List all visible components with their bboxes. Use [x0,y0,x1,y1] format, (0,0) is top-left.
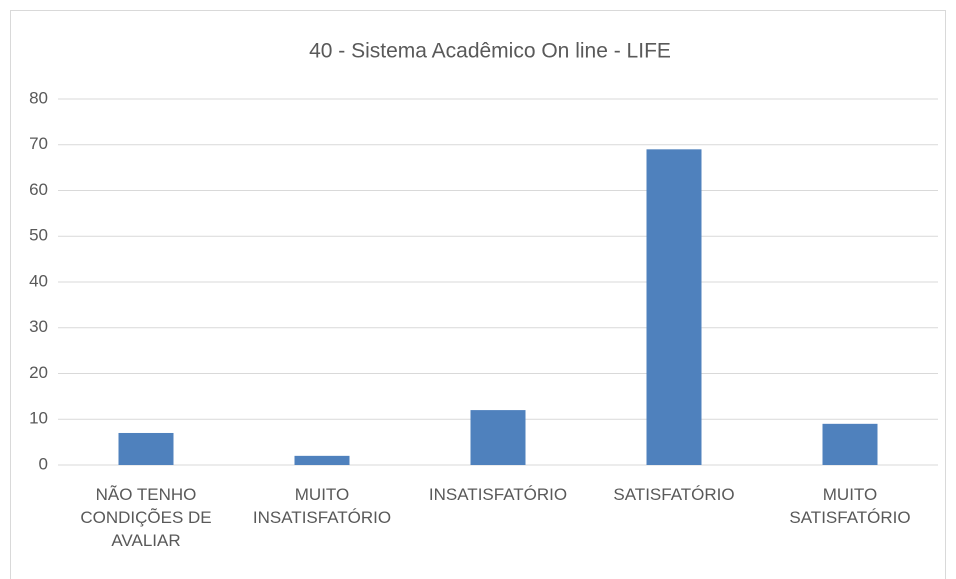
x-tick-label: INSATISFATÓRIO [429,485,567,504]
x-tick-label-line: MUITO [295,485,349,504]
y-tick-label: 70 [29,134,48,153]
x-tick-label-line: AVALIAR [111,531,180,550]
x-tick-label-line: CONDIÇÕES DE [80,508,211,527]
bar [822,423,878,465]
y-tick-label: 20 [29,363,48,382]
y-tick-label: 40 [29,271,48,290]
x-tick-label-line: INSATISFATÓRIO [253,508,391,527]
x-tick-label: MUITO INSATISFATÓRIO [253,485,391,527]
x-tick-label-line: MUITO [823,485,877,504]
y-tick-label: 0 [39,454,48,473]
y-tick-label: 10 [29,409,48,428]
y-tick-label: 80 [29,88,48,107]
y-tick-label: 60 [29,180,48,199]
bar [118,432,174,465]
x-tick-label-line: INSATISFATÓRIO [429,485,567,504]
x-tick-label: NÃO TENHO CONDIÇÕES DE AVALIAR [80,485,211,550]
x-tick-label: MUITO SATISFATÓRIO [789,485,910,527]
bar [646,149,702,465]
bar [294,455,350,465]
x-tick-label-line: SATISFATÓRIO [613,485,734,504]
bar [470,410,526,465]
x-tick-label: SATISFATÓRIO [613,485,734,504]
y-tick-label: 30 [29,317,48,336]
chart-title: 40 - Sistema Acadêmico On line - LIFE [309,40,671,63]
y-tick-label: 50 [29,226,48,245]
chart-border [10,10,946,579]
x-tick-label-line: NÃO TENHO [96,485,197,504]
x-tick-label-line: SATISFATÓRIO [789,508,910,527]
